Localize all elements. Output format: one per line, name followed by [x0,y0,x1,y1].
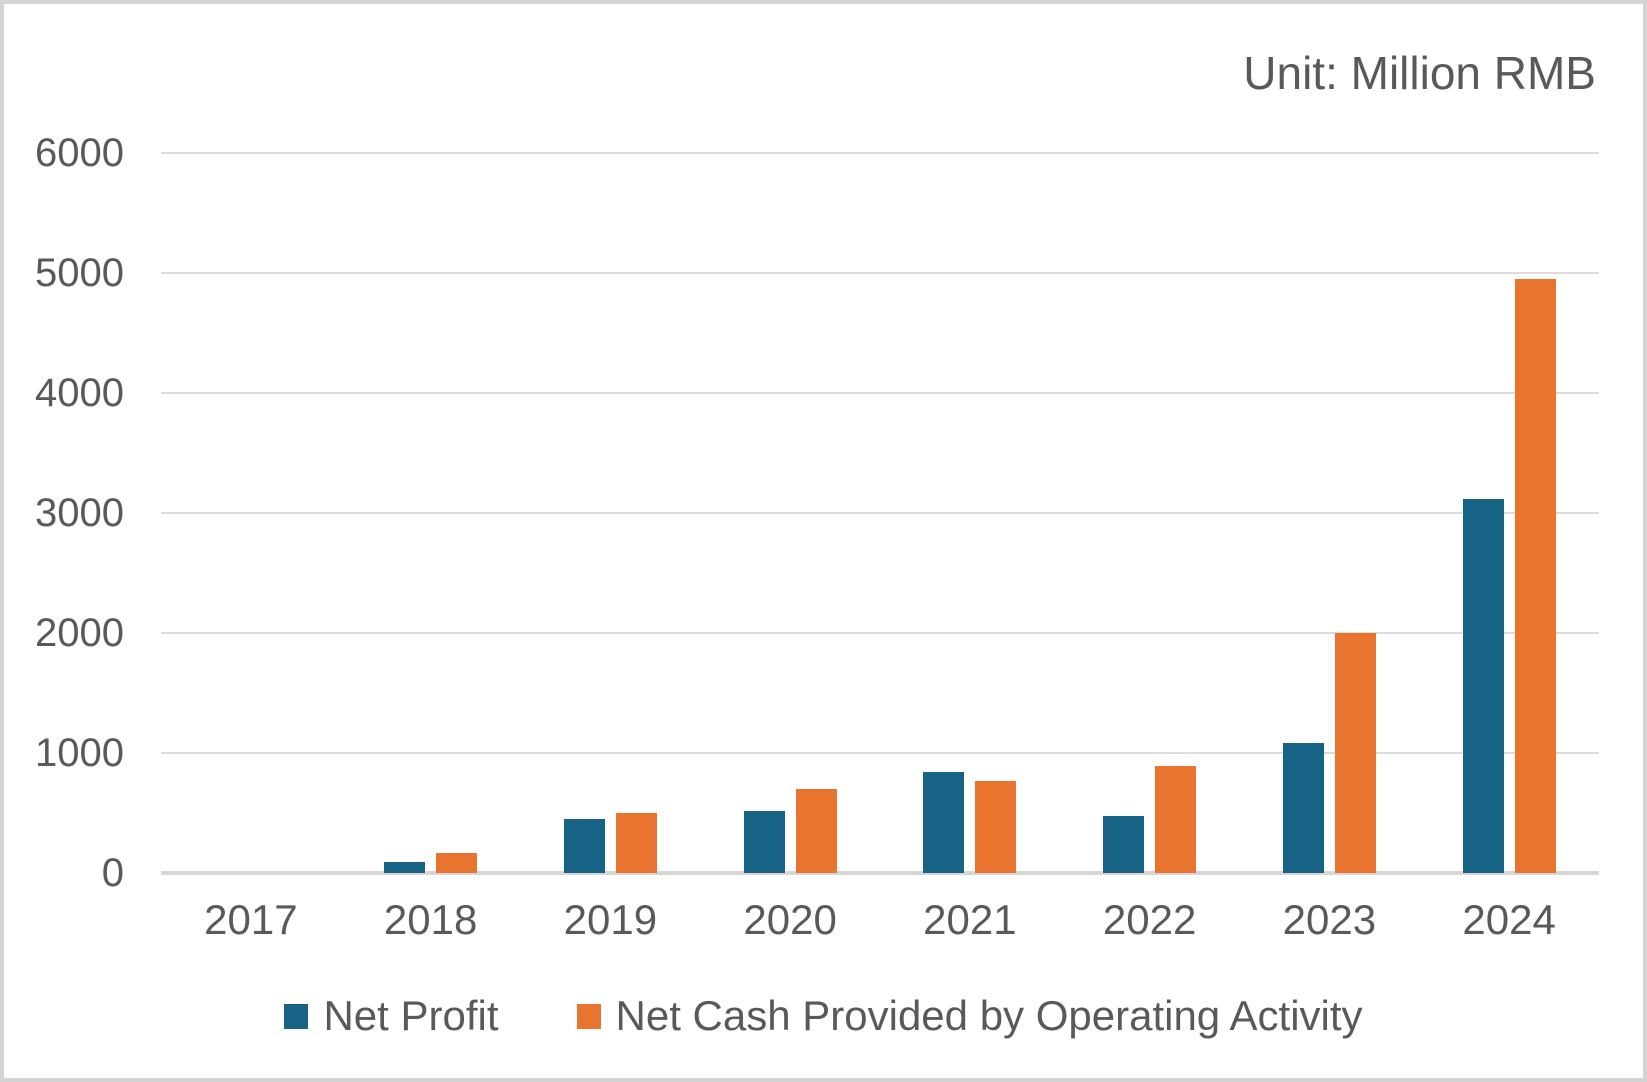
y-tick-label: 2000 [35,611,124,656]
gridline [161,152,1599,154]
y-tick-label: 5000 [35,251,124,295]
bar-net-cash-provided-by-operating-activity-2022 [1155,766,1197,873]
bar-group-2019 [521,153,701,873]
bar-group-2022 [1060,153,1240,873]
bar-net-cash-provided-by-operating-activity-2021 [975,780,1017,873]
bar-net-profit-2021 [923,771,965,873]
bar-net-profit-2024 [1462,498,1504,873]
gridline [161,632,1599,635]
plot-area [161,152,1599,875]
legend-item-net-profit: Net Profit [284,992,499,1040]
bar-net-profit-2023 [1282,743,1324,873]
bar-group-2017 [161,153,341,873]
y-tick-label: 1000 [35,731,124,776]
y-axis-labels: 0 1000 2000 3000 4000 5000 6000 [14,133,124,893]
bar-group-2020 [700,153,880,873]
bar-net-cash-provided-by-operating-activity-2019 [615,813,657,873]
bar-group-2023 [1240,153,1420,873]
x-tick-label: 2024 [1462,896,1556,943]
bar-group-2018 [341,153,521,873]
x-tick-label: 2018 [383,896,478,943]
unit-label: Unit: Million RMB [1243,47,1596,99]
legend-swatch [284,1003,309,1029]
bar-group-2021 [880,153,1060,873]
y-tick-label: 6000 [35,131,124,175]
legend: Net Profit Net Cash Provided by Operating… [4,992,1643,1040]
y-tick-label: 3000 [35,491,124,535]
bar-net-cash-provided-by-operating-activity-2020 [795,789,837,873]
bar-group-2024 [1419,153,1599,873]
x-axis-labels: 2017 2018 2019 2020 2021 2022 2023 2024 [161,896,1599,944]
gridline [161,392,1599,395]
bar-groups [161,153,1599,873]
bar-net-profit-2020 [743,810,785,873]
bar-net-cash-provided-by-operating-activity-2024 [1514,279,1556,873]
bar-net-cash-provided-by-operating-activity-2018 [436,853,478,873]
legend-item-net-cash-provided-by-operating-activity: Net Cash Provided by Operating Activity [576,992,1363,1040]
x-tick-label: 2017 [204,896,298,943]
bar-net-cash-provided-by-operating-activity-2023 [1334,633,1376,873]
legend-label: Net Profit [323,992,499,1039]
y-tick-label: 0 [101,851,124,895]
bar-net-profit-2019 [563,819,605,873]
gridline [161,752,1599,755]
x-tick-label: 2022 [1102,896,1197,943]
x-tick-label: 2020 [743,896,837,943]
x-tick-label: 2019 [563,896,658,943]
gridline [161,512,1599,514]
bar-net-profit-2018 [384,862,426,873]
legend-label: Net Cash Provided by Operating Activity [615,992,1363,1039]
y-tick-label: 4000 [35,371,124,416]
legend-swatch [576,1003,601,1029]
gridline [161,272,1599,274]
x-tick-label: 2023 [1282,896,1377,943]
bar-net-profit-2022 [1103,816,1145,873]
x-tick-label: 2021 [923,896,1017,943]
axis-baseline [161,871,1599,875]
